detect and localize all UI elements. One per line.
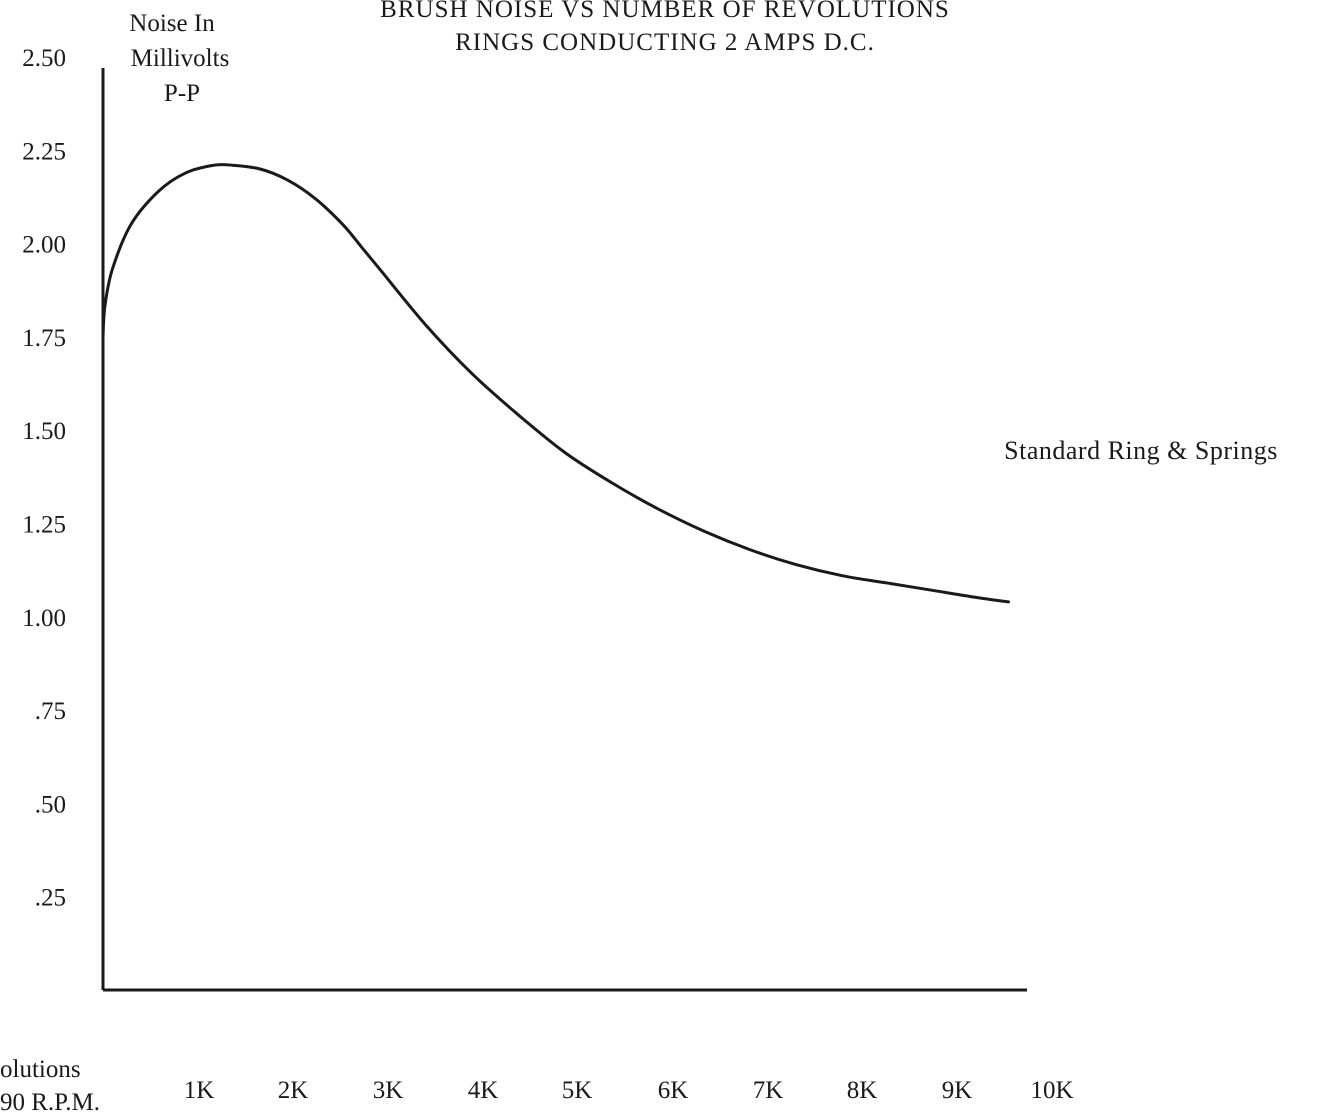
x-tick-label: 6K [658,1077,689,1104]
x-axis-label-line-1: olutions [0,1056,81,1083]
chart-subtitle: RINGS CONDUCTING 2 AMPS D.C. [455,29,875,56]
x-tick-label: 7K [753,1077,784,1104]
x-tick-label: 3K [373,1077,404,1104]
y-axis-label-line-1: Noise In [129,10,215,37]
y-axis-label-line-2: Millivolts [131,45,230,72]
x-tick-label: 1K [184,1077,215,1104]
y-tick-label: .75 [35,698,66,725]
series-line-standard-ring-springs [101,163,1010,604]
y-tick-label: .25 [35,885,66,912]
x-tick-label: 8K [847,1077,878,1104]
x-tick-label: 2K [278,1077,309,1104]
y-tick-label: 1.50 [22,418,66,445]
y-tick-label: 1.25 [22,512,66,539]
y-tick-label: 2.50 [22,45,66,72]
y-tick-label: 2.25 [22,138,66,165]
y-tick-label: 2.00 [22,232,66,259]
x-axis-label-line-2: 90 R.P.M. [0,1089,100,1116]
series-label-standard-ring-springs: Standard Ring & Springs [1004,436,1278,465]
y-tick-label: 1.00 [22,605,66,632]
y-axis-label-line-3: P-P [164,80,200,107]
y-tick-label: 1.75 [22,325,66,352]
y-tick-label: .50 [35,791,66,818]
x-tick-label: 4K [468,1077,499,1104]
x-tick-label: 9K [942,1077,973,1104]
x-tick-labels: 1K 2K 3K 4K 5K 6K 7K 8K 9K 10K [184,1077,1074,1104]
chart-title: BRUSH NOISE VS NUMBER OF REVOLUTIONS [380,0,950,23]
y-tick-labels: .25 .50 .75 1.00 1.25 1.50 1.75 2.00 2.25 2.50 [22,45,66,912]
x-tick-label: 10K [1030,1077,1073,1104]
x-tick-label: 5K [562,1077,593,1104]
